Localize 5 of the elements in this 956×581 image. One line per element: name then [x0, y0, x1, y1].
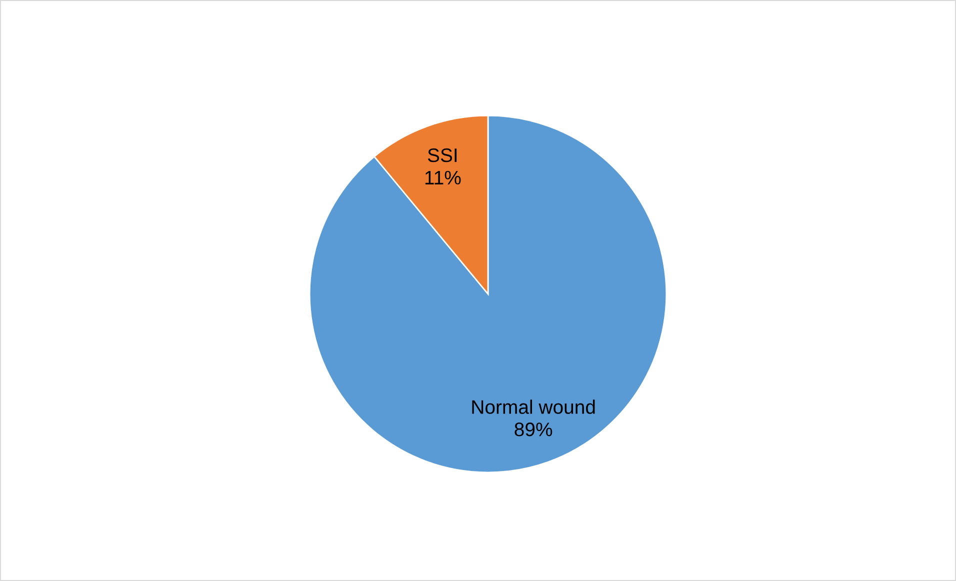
slice-label: Normal wound: [472, 400, 595, 414]
slice-label: SSI: [428, 148, 457, 162]
data-label: 89%: [514, 422, 552, 436]
pie-slice: [308, 114, 668, 474]
data-label: 11%: [425, 170, 461, 184]
